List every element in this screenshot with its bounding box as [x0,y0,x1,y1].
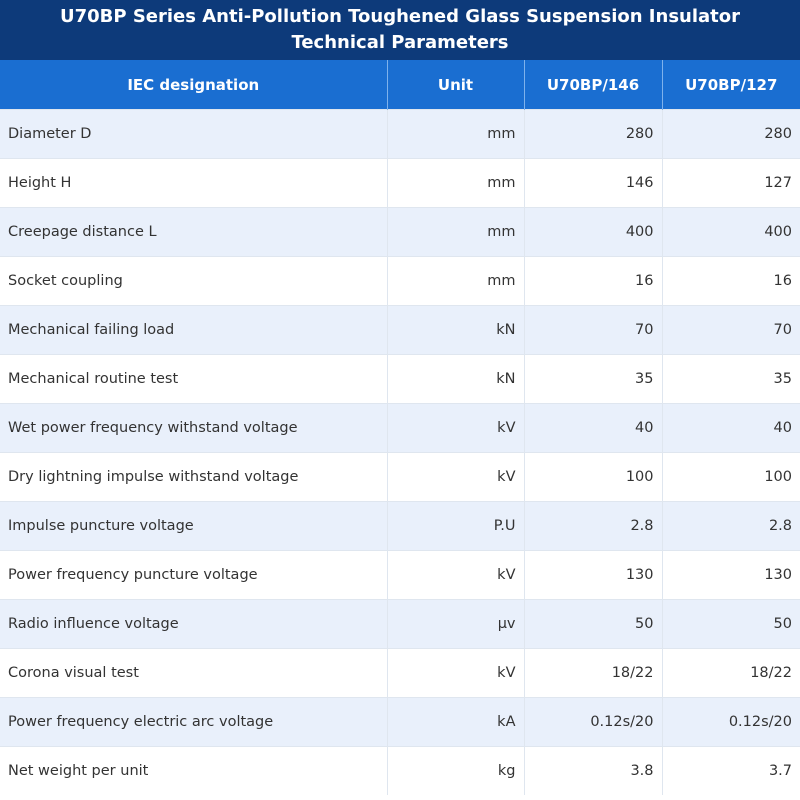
table-row: Power frequency puncture voltage kV 130 130 [0,550,800,600]
parameter-name-cell: Power frequency puncture voltage [0,550,388,600]
u70bp-127-value-cell: 400 [662,207,800,257]
u70bp-146-value-cell: 100 [524,452,663,502]
unit-cell: mm [387,109,525,159]
table-row: Net weight per unit kg 3.8 3.7 [0,746,800,795]
unit-cell: kV [387,452,525,502]
parameter-name-cell: Impulse puncture voltage [0,501,388,551]
column-header-unit: Unit [387,60,525,110]
u70bp-127-value-cell: 127 [662,158,800,208]
column-header-u70bp-127: U70BP/127 [662,60,800,110]
parameter-name-cell: Dry lightning impulse withstand voltage [0,452,388,502]
parameter-name-cell: Socket coupling [0,256,388,306]
u70bp-146-value-cell: 2.8 [524,501,663,551]
table-row: Impulse puncture voltage P.U 2.8 2.8 [0,501,800,551]
unit-cell: kN [387,305,525,355]
unit-cell: kV [387,403,525,453]
unit-cell: μv [387,599,525,649]
u70bp-127-value-cell: 2.8 [662,501,800,551]
unit-cell: mm [387,207,525,257]
u70bp-127-value-cell: 40 [662,403,800,453]
u70bp-127-value-cell: 130 [662,550,800,600]
unit-cell: kA [387,697,525,747]
parameter-name-cell: Power frequency electric arc voltage [0,697,388,747]
unit-cell: kN [387,354,525,404]
unit-cell: P.U [387,501,525,551]
unit-cell: kg [387,746,525,795]
u70bp-127-value-cell: 280 [662,109,800,159]
table-header-row: IEC designation Unit U70BP/146 U70BP/127 [0,60,800,110]
u70bp-127-value-cell: 70 [662,305,800,355]
title-bar: U70BP Series Anti-Pollution Toughened Gl… [0,0,800,60]
u70bp-146-value-cell: 50 [524,599,663,649]
u70bp-146-value-cell: 18/22 [524,648,663,698]
page-title: U70BP Series Anti-Pollution Toughened Gl… [59,6,741,53]
table-row: Mechanical failing load kN 70 70 [0,305,800,355]
unit-cell: mm [387,256,525,306]
table-row: Dry lightning impulse withstand voltage k… [0,452,800,502]
table-row: Socket coupling mm 16 16 [0,256,800,306]
parameter-name-cell: Wet power frequency withstand voltage [0,403,388,453]
parameter-name-cell: Net weight per unit [0,746,388,795]
parameter-name-cell: Height H [0,158,388,208]
u70bp-127-value-cell: 18/22 [662,648,800,698]
u70bp-146-value-cell: 40 [524,403,663,453]
u70bp-146-value-cell: 146 [524,158,663,208]
u70bp-127-value-cell: 3.7 [662,746,800,795]
u70bp-146-value-cell: 400 [524,207,663,257]
u70bp-146-value-cell: 70 [524,305,663,355]
u70bp-146-value-cell: 35 [524,354,663,404]
parameters-table: IEC designation Unit U70BP/146 U70BP/127… [0,60,800,795]
table-row: Mechanical routine test kN 35 35 [0,354,800,404]
unit-cell: mm [387,158,525,208]
u70bp-127-value-cell: 50 [662,599,800,649]
column-header-u70bp-146: U70BP/146 [524,60,663,110]
unit-cell: kV [387,550,525,600]
parameter-name-cell: Diameter D [0,109,388,159]
parameter-name-cell: Corona visual test [0,648,388,698]
parameter-name-cell: Radio influence voltage [0,599,388,649]
u70bp-146-value-cell: 280 [524,109,663,159]
u70bp-146-value-cell: 16 [524,256,663,306]
table-row: Radio influence voltage μv 50 50 [0,599,800,649]
table-row: Power frequency electric arc voltage kA 0.… [0,697,800,747]
table-row: Corona visual test kV 18/22 18/22 [0,648,800,698]
u70bp-146-value-cell: 0.12s/20 [524,697,663,747]
parameter-name-cell: Mechanical routine test [0,354,388,404]
u70bp-146-value-cell: 3.8 [524,746,663,795]
table-row: Wet power frequency withstand voltage kV 4… [0,403,800,453]
u70bp-127-value-cell: 100 [662,452,800,502]
u70bp-127-value-cell: 35 [662,354,800,404]
parameter-name-cell: Mechanical failing load [0,305,388,355]
unit-cell: kV [387,648,525,698]
u70bp-127-value-cell: 0.12s/20 [662,697,800,747]
u70bp-127-value-cell: 16 [662,256,800,306]
u70bp-146-value-cell: 130 [524,550,663,600]
parameter-name-cell: Creepage distance L [0,207,388,257]
column-header-iec-designation: IEC designation [0,60,388,110]
